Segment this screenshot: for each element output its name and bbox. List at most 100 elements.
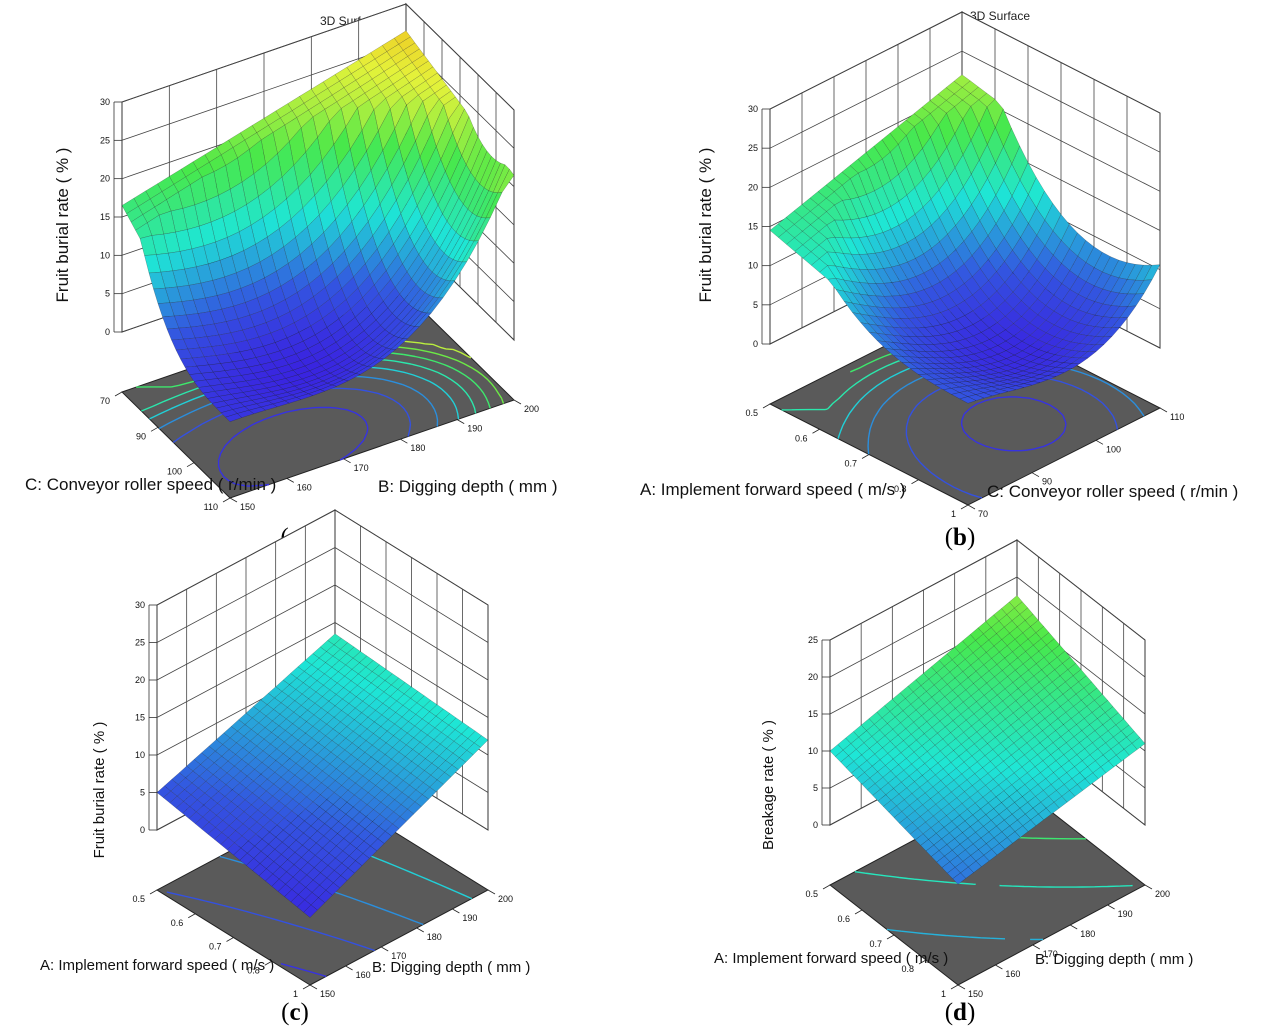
z-gridline xyxy=(156,509,489,606)
y-tick xyxy=(1031,472,1040,478)
y-tick-label: 110 xyxy=(1170,412,1184,422)
y-tick-label: 200 xyxy=(498,894,513,904)
z-tick-label: 20 xyxy=(135,675,145,685)
y-tick xyxy=(1070,924,1078,930)
y-tick-label: 170 xyxy=(1043,949,1058,959)
y-tick-label: 170 xyxy=(354,463,369,473)
x-tick-label: 70 xyxy=(100,396,110,406)
x-tick xyxy=(861,454,870,459)
x-tick xyxy=(886,934,895,940)
y-tick xyxy=(967,504,976,510)
z-tick-label: 25 xyxy=(100,135,110,145)
x-tick-label: 0.6 xyxy=(837,914,850,924)
z-tick-label: 0 xyxy=(105,327,110,337)
x-tick-label: 1 xyxy=(951,509,956,519)
x-axis-title: A: Implement forward speed ( m/s ) xyxy=(714,950,948,967)
panel-label: (c) xyxy=(281,999,309,1026)
z-tick-label: 30 xyxy=(135,600,145,610)
x-tick-label: 0.8 xyxy=(894,484,907,494)
y-tick xyxy=(457,419,465,424)
x-tick-label: 0.7 xyxy=(869,939,882,949)
y-tick-label: 170 xyxy=(391,951,406,961)
y-tick xyxy=(345,965,353,971)
y-tick-label: 190 xyxy=(467,424,482,434)
z-tick-label: 30 xyxy=(748,104,758,114)
x-tick xyxy=(302,984,311,990)
z-tick-label: 10 xyxy=(100,250,110,260)
floor-contour xyxy=(886,928,1044,941)
x-tick xyxy=(222,497,231,503)
z-tick-label: 15 xyxy=(100,212,110,222)
z-tick-label: 0 xyxy=(753,339,758,349)
floor-contour xyxy=(960,396,1067,452)
y-tick-label: 150 xyxy=(240,502,255,512)
z-gridline xyxy=(121,3,515,111)
y-tick xyxy=(957,984,966,990)
x-tick-label: 0.8 xyxy=(901,964,914,974)
x-tick xyxy=(822,884,831,890)
y-tick xyxy=(1107,904,1115,910)
floor-contour xyxy=(217,406,369,487)
surface-mesh xyxy=(769,74,1161,404)
surface-mesh xyxy=(829,595,1146,885)
z-tick-label: 15 xyxy=(808,709,818,719)
y-tick-label: 160 xyxy=(1005,969,1020,979)
z-axis-title: Fruit burial rate ( % ) xyxy=(696,148,715,303)
panel-label: (d) xyxy=(945,999,976,1026)
y-tick xyxy=(343,458,351,464)
z-tick-label: 15 xyxy=(135,713,145,723)
x-tick xyxy=(911,479,919,485)
x-tick-label: 0.6 xyxy=(795,433,808,443)
floor-contour xyxy=(280,963,327,978)
y-tick xyxy=(487,889,496,895)
surface-mesh xyxy=(121,30,515,422)
x-tick xyxy=(960,504,969,510)
z-tick-label: 20 xyxy=(808,672,818,682)
x-axis-title: A: Implement forward speed ( m/s ) xyxy=(640,480,905,499)
chart-panel-c: 3D Surface0510152025300.50.60.70.8115016… xyxy=(40,509,530,1026)
y-tick-label: 180 xyxy=(1080,929,1095,939)
chart-panel-b: 3D Surface 0 5 10 15 20 25 30 0.5 0.6 0.7 0.8 1 70 90 1… xyxy=(640,9,1238,551)
x-tick-label: 1 xyxy=(941,989,946,999)
z-gridline xyxy=(769,11,1161,114)
surface-mesh xyxy=(156,633,489,918)
floor-contour xyxy=(166,891,375,952)
y-tick-label: 180 xyxy=(410,443,425,453)
y-tick-label: 190 xyxy=(1118,909,1133,919)
y-tick-label: 200 xyxy=(524,404,539,414)
z-tick-label: 25 xyxy=(808,635,818,645)
y-axis-title: C: Conveyor roller speed ( r/min ) xyxy=(987,482,1238,501)
x-tick xyxy=(149,889,158,895)
x-tick xyxy=(226,937,234,942)
y-tick xyxy=(229,497,238,503)
x-tick xyxy=(950,984,959,990)
y-tick-label: 200 xyxy=(1155,889,1170,899)
x-tick xyxy=(188,913,196,919)
z-tick-label: 5 xyxy=(105,289,110,299)
y-axis-title: B: Digging depth ( mm ) xyxy=(1035,951,1193,968)
z-tick-label: 0 xyxy=(140,825,145,835)
chart-title: 3D Surface xyxy=(970,9,1030,23)
z-tick-label: 20 xyxy=(100,174,110,184)
z-tick-label: 25 xyxy=(748,143,758,153)
x-tick xyxy=(114,391,123,397)
y-tick xyxy=(286,478,294,483)
z-tick-label: 5 xyxy=(813,783,818,793)
y-tick xyxy=(513,399,522,405)
y-tick xyxy=(995,964,1003,970)
z-gridline xyxy=(769,50,1161,153)
x-tick-label: 110 xyxy=(204,502,218,512)
x-tick xyxy=(186,462,195,468)
x-tick-label: 0.6 xyxy=(171,918,184,928)
x-tick xyxy=(762,403,771,409)
z-axis-title: Breakage rate ( % ) xyxy=(760,720,777,850)
z-tick-label: 10 xyxy=(748,261,758,271)
x-tick-label: 100 xyxy=(167,467,182,477)
z-axis-title: Fruit burial rate ( % ) xyxy=(53,148,72,303)
y-tick xyxy=(452,908,460,914)
y-tick-label: 150 xyxy=(320,989,335,999)
z-tick-label: 15 xyxy=(748,222,758,232)
z-tick-label: 25 xyxy=(135,638,145,648)
floor-contour xyxy=(854,871,1133,888)
